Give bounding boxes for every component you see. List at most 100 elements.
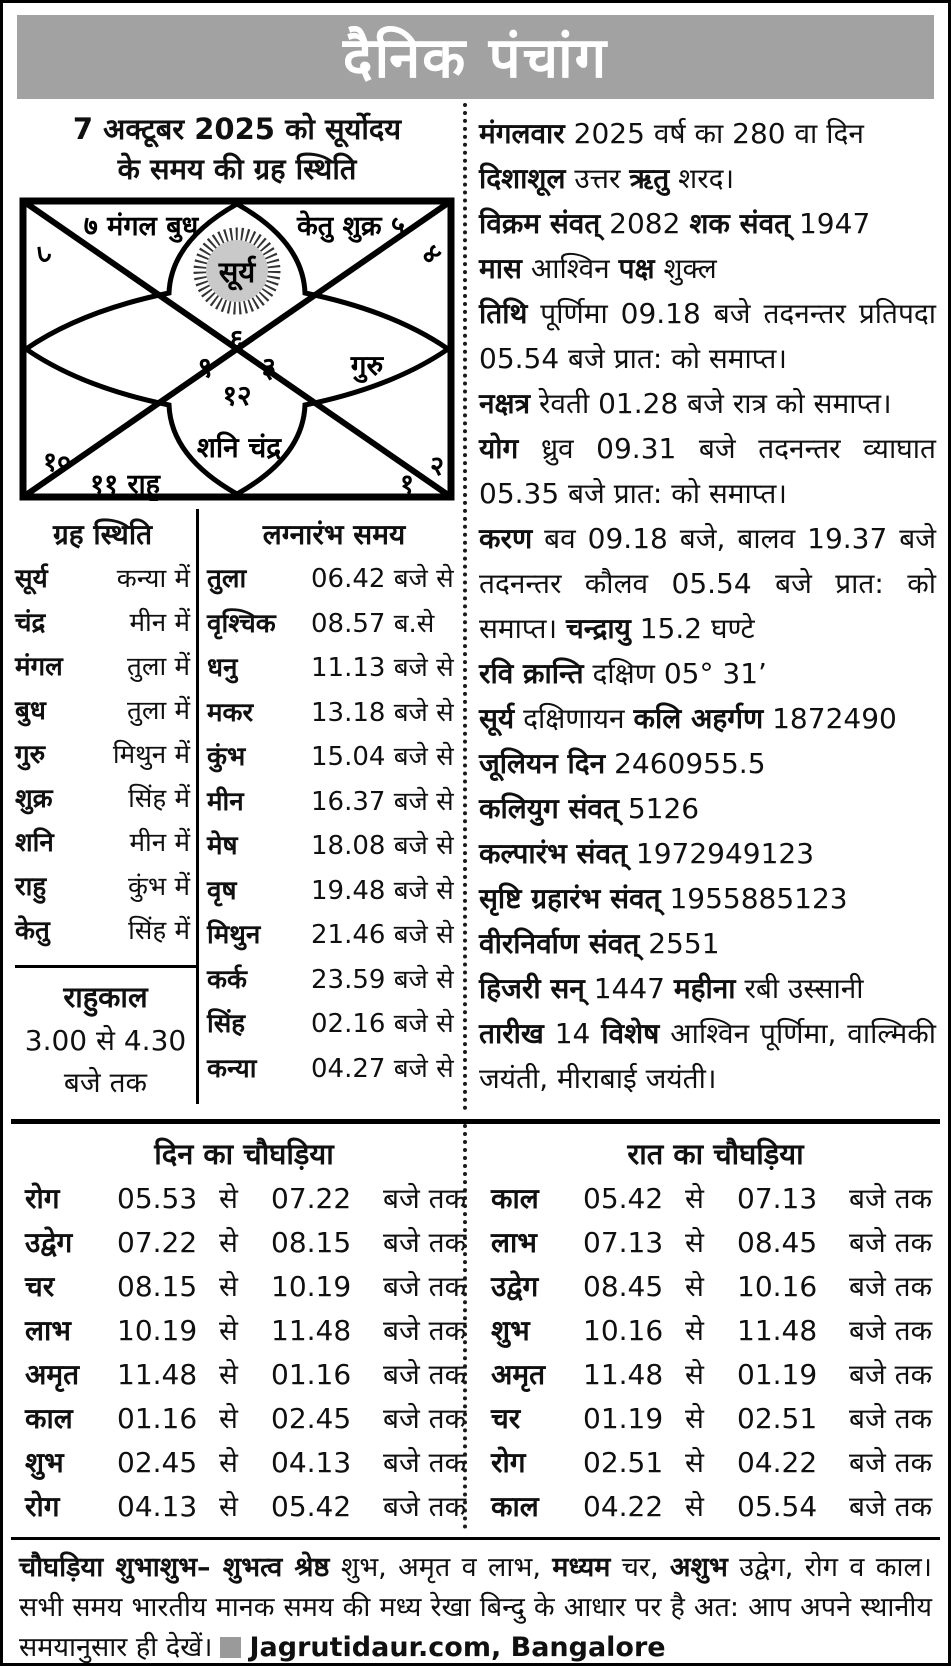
lagna-rows: तुला 06.42 बजे से वृश्चिक 08.57 ब.से धनु 11… bbox=[207, 557, 461, 1091]
graha-row: चंद्र मीन में bbox=[15, 601, 190, 645]
chaughadiya-from: 04.22 bbox=[583, 1490, 664, 1523]
lagna-name: वृश्चिक bbox=[207, 608, 276, 639]
panchang-value-1: 5126 bbox=[618, 792, 700, 825]
header-line-1: 7 अक्टूबर 2025 को सूर्योदय bbox=[72, 112, 402, 146]
panchang-value-1: बव 09.18 बजे, बालव 19.37 बजे तदनन्तर कौल… bbox=[479, 522, 936, 645]
chaughadiya-from: 11.48 bbox=[583, 1358, 664, 1391]
house-4-label: ४ bbox=[415, 239, 447, 270]
lagna-time: 19.48 बजे से bbox=[311, 875, 454, 906]
graha-row: केतु सिंह में bbox=[15, 909, 190, 953]
chaughadiya-from: 01.19 bbox=[583, 1402, 664, 1435]
footer-label-3: अशुभ bbox=[669, 1552, 728, 1583]
lagna-name: तुला bbox=[207, 564, 247, 595]
graha-row: शुक्र सिंह में bbox=[15, 777, 190, 821]
panchang-label-1: कल्पारंभ संवत् bbox=[479, 837, 628, 870]
house-10-number: १० bbox=[43, 447, 71, 478]
panchang-line: कल्पारंभ संवत् 1972949123 bbox=[479, 831, 936, 876]
panchang-label-2: विशेष bbox=[601, 1017, 660, 1050]
chaughadiya-to: 07.22 bbox=[271, 1182, 352, 1215]
chaughadiya-name: उद्वेग bbox=[25, 1226, 73, 1259]
panchang-label-1: तारीख bbox=[479, 1017, 544, 1050]
right-column: मंगलवार 2025 वर्ष का 280 वा दिन दिशाशूल … bbox=[463, 103, 940, 1111]
chaughadiya-row: शुभ 10.16 से 11.48 बजे तक bbox=[491, 1309, 940, 1353]
chaughadiya-to: 08.45 bbox=[737, 1226, 818, 1259]
graha-rashi: तुला में bbox=[127, 652, 190, 683]
panchang-value-1: आश्विन bbox=[521, 252, 619, 285]
chaughadiya-se: से bbox=[219, 1270, 238, 1303]
chaughadiya-se: से bbox=[685, 1314, 704, 1347]
chaughadiya-name: रोग bbox=[491, 1446, 526, 1479]
panchang-label-1: जूलियन दिन bbox=[479, 747, 606, 780]
lagna-time: 13.18 बजे से bbox=[311, 697, 454, 728]
lagna-row: कुंभ 15.04 बजे से bbox=[207, 735, 461, 780]
chaughadiya-name: काल bbox=[491, 1182, 539, 1215]
footer-note: चौघड़िया शुभाशुभ– शुभत्व श्रेष्ठ शुभ, अम… bbox=[11, 1537, 940, 1663]
graha-name: मंगल bbox=[15, 652, 63, 683]
chaughadiya-row: चर 08.15 से 10.19 बजे तक bbox=[25, 1265, 467, 1309]
chaughadiya-to: 05.54 bbox=[737, 1490, 818, 1523]
chaughadiya-tak: बजे तक bbox=[383, 1226, 467, 1259]
panchang-label-2: पक्ष bbox=[618, 252, 655, 285]
chart-arch-top-left bbox=[24, 201, 239, 352]
chaughadiya-se: से bbox=[219, 1446, 238, 1479]
lagna-time: 08.57 ब.से bbox=[311, 608, 435, 639]
panchang-line: मास आश्विन पक्ष शुक्ल bbox=[479, 246, 936, 291]
chaughadiya-name: अमृत bbox=[491, 1358, 546, 1391]
chaughadiya-tak: बजे तक bbox=[849, 1270, 933, 1303]
panchang-value-1: उत्तर bbox=[565, 162, 630, 195]
house-5-label: केतु शुक्र ५ bbox=[296, 210, 405, 243]
panchang-value-1: दक्षिणायन bbox=[514, 702, 634, 735]
panchang-value-1: 2082 bbox=[600, 207, 690, 240]
chaughadiya-se: से bbox=[219, 1226, 238, 1259]
graha-name: गुरु bbox=[15, 740, 46, 771]
panchang-line: तिथि पूर्णिमा 09.18 बजे तदनन्तर प्रतिपदा… bbox=[479, 291, 936, 381]
lagna-time: 23.59 बजे से bbox=[311, 964, 454, 995]
chaughadiya-name: काल bbox=[25, 1402, 73, 1435]
guru-label: गुरु bbox=[350, 349, 385, 383]
chaughadiya-row: रोग 04.13 से 05.42 बजे तक bbox=[25, 1485, 466, 1529]
panchang-value-1: 2025 वर्ष का 280 वा दिन bbox=[564, 117, 864, 150]
chaughadiya-from: 10.19 bbox=[117, 1314, 198, 1347]
chaughadiya-tak: बजे तक bbox=[383, 1270, 467, 1303]
chaughadiya-name: अमृत bbox=[25, 1358, 80, 1391]
chaughadiya-from: 02.45 bbox=[117, 1446, 198, 1479]
chaughadiya-section: दिन का चौघड़िया रोग 05.53 से 07.22 बजे तक उद… bbox=[11, 1119, 940, 1529]
chart-arch-top-right bbox=[235, 201, 450, 352]
panchang-label-1: मंगलवार bbox=[479, 117, 565, 150]
lagna-row: वृष 19.48 बजे से bbox=[207, 869, 461, 914]
lagna-name: वृष bbox=[207, 875, 237, 906]
graha-name: चंद्र bbox=[15, 608, 46, 639]
page-title: दैनिक पंचांग bbox=[17, 15, 934, 99]
chaughadiya-row: लाभ 10.19 से 11.48 बजे तक bbox=[25, 1309, 466, 1353]
panchang-label-1: सृष्टि ग्रहारंभ संवत् bbox=[479, 882, 661, 915]
chaughadiya-to: 04.22 bbox=[737, 1446, 818, 1479]
graha-rashi: कुंभ में bbox=[127, 872, 190, 903]
lagna-time: 04.27 बजे से bbox=[311, 1053, 454, 1084]
graha-name: बुध bbox=[15, 696, 46, 727]
graha-rashi: सिंह में bbox=[128, 784, 190, 815]
chaughadiya-row: उद्वेग 07.22 से 08.15 बजे तक bbox=[25, 1221, 467, 1265]
chaughadiya-to: 05.42 bbox=[271, 1490, 352, 1523]
lagna-name: मेष bbox=[207, 831, 238, 862]
chaughadiya-name: रोग bbox=[25, 1490, 60, 1523]
chaughadiya-from: 07.13 bbox=[583, 1226, 664, 1259]
lagna-time: 16.37 बजे से bbox=[311, 786, 454, 817]
chaughadiya-to: 11.48 bbox=[271, 1314, 352, 1347]
panchang-value-1: रेवती 01.28 बजे रात्र को समाप्त। bbox=[530, 387, 892, 420]
chaughadiya-from: 08.45 bbox=[583, 1270, 664, 1303]
lagna-time: 15.04 बजे से bbox=[311, 742, 454, 773]
chaughadiya-se: से bbox=[685, 1358, 704, 1391]
chaughadiya-tak: बजे तक bbox=[383, 1358, 467, 1391]
lagna-name: मिथुन bbox=[207, 920, 261, 951]
day-chaughadiya-table: दिन का चौघड़िया रोग 05.53 से 07.22 बजे तक उद… bbox=[11, 1124, 467, 1529]
chaughadiya-name: शुभ bbox=[25, 1446, 64, 1479]
panchang-value-1: 14 bbox=[543, 1017, 602, 1050]
graha-rashi: मीन में bbox=[129, 828, 190, 859]
chaughadiya-to: 07.13 bbox=[737, 1182, 818, 1215]
panchang-label-2: चन्द्रायु bbox=[566, 612, 631, 645]
chaughadiya-row: काल 05.42 से 07.13 बजे तक bbox=[491, 1177, 940, 1221]
graha-rashi: कन्या में bbox=[116, 564, 190, 595]
panchang-value-1: दक्षिण 05° 31’ bbox=[583, 657, 767, 690]
chaughadiya-name: शुभ bbox=[491, 1314, 530, 1347]
panchang-value-2: 15.2 घण्टे bbox=[630, 612, 755, 645]
